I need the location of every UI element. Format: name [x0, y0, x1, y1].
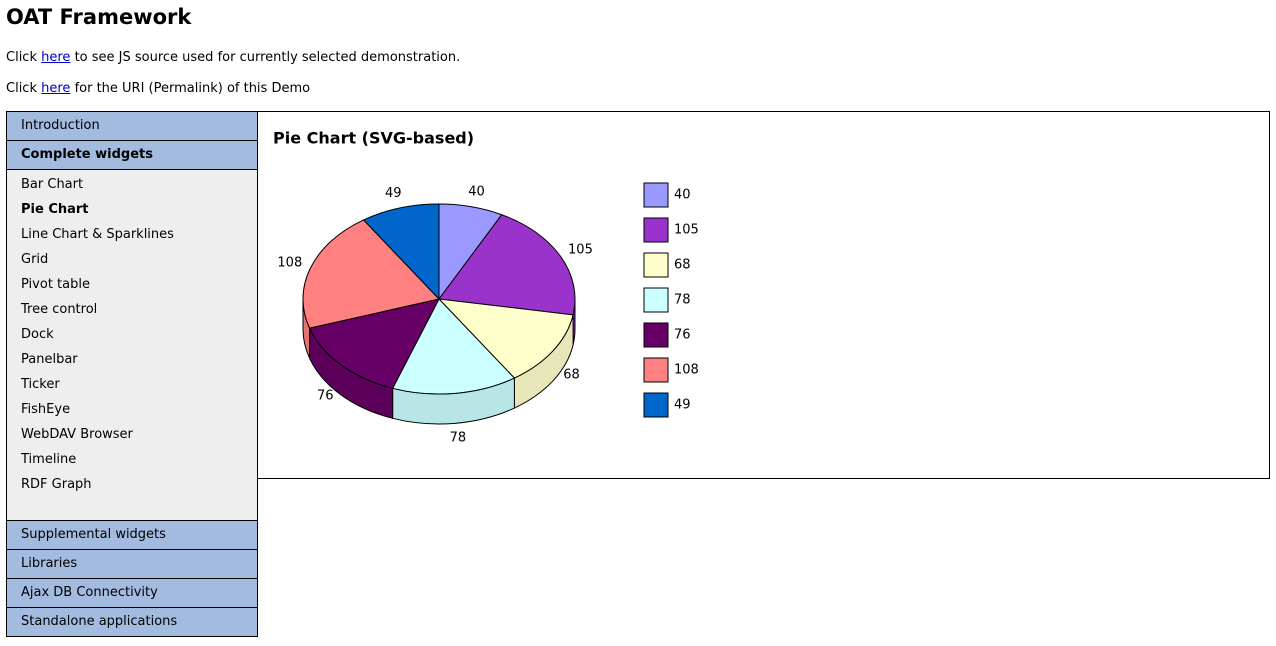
pie-slice [362, 203, 440, 301]
legend-swatch [643, 252, 669, 278]
nav-item[interactable]: Timeline [21, 452, 77, 467]
nav-section[interactable]: Ajax DB Connectivity [7, 579, 257, 608]
nav-item[interactable]: Dock [21, 327, 54, 342]
data-label: 49 [385, 186, 402, 201]
nav-item[interactable]: Panelbar [21, 352, 78, 367]
info-line: Click here for the URI (Permalink) of th… [6, 81, 310, 96]
data-label: 68 [563, 368, 580, 383]
nav-items: Bar Chart Pie Chart Line Chart & Sparkline… [7, 170, 257, 521]
legend-swatch [643, 287, 669, 313]
nav-item[interactable]: Pie Chart [21, 202, 89, 217]
nav-item[interactable]: Tree control [21, 302, 98, 317]
nav-item[interactable]: RDF Graph [21, 477, 92, 492]
legend-swatch [643, 217, 669, 243]
nav-item[interactable]: Ticker [21, 377, 60, 392]
data-label: 78 [450, 430, 467, 445]
legend-label: 105 [674, 223, 699, 238]
legend-label: 78 [674, 293, 691, 308]
info-line: Click here to see JS source used for cur… [6, 50, 460, 65]
pie-slice [391, 298, 516, 395]
chart: Pie Chart (SVG-based) 40 40 105 105 68 68 78 78… [273, 129, 699, 446]
legend-label: 40 [674, 188, 691, 203]
legend-swatch [643, 322, 669, 348]
page-title: OAT Framework [6, 5, 192, 29]
nav-item[interactable]: Bar Chart [21, 177, 84, 192]
nav-item[interactable]: Grid [21, 252, 49, 267]
nav-section[interactable]: Standalone applications [7, 608, 257, 637]
legend-label: 68 [674, 258, 691, 273]
legend-label: 108 [674, 363, 699, 378]
content-panel: Pie Chart (SVG-based) 40 40 105 105 68 68 78 78… [257, 111, 1270, 479]
chart-title: Pie Chart (SVG-based) [273, 129, 474, 148]
nav-item[interactable]: Line Chart & Sparklines [21, 227, 174, 242]
nav-item[interactable]: Pivot table [21, 277, 90, 292]
legend-swatch [643, 357, 669, 383]
permalink-link[interactable]: here [41, 81, 71, 96]
nav-section[interactable]: Complete widgets [7, 141, 257, 170]
nav-section[interactable]: Introduction [7, 112, 257, 141]
source-link[interactable]: here [41, 50, 71, 65]
text: for the URI (Permalink) of this Demo [74, 81, 311, 96]
nav-section[interactable]: Supplemental widgets [7, 521, 257, 550]
data-label: 108 [277, 255, 302, 270]
navigation: Introduction Complete widgets Bar Chart Pie… [6, 111, 258, 637]
legend-swatch [643, 392, 669, 418]
data-label: 76 [317, 389, 334, 404]
legend-label: 76 [674, 328, 691, 343]
text: Click [6, 81, 37, 96]
data-label: 40 [468, 185, 485, 200]
legend-label: 49 [674, 398, 691, 413]
text: Click [6, 50, 37, 65]
pie-slice [302, 219, 440, 329]
pie-slice [438, 214, 576, 316]
nav-item[interactable]: WebDAV Browser [21, 427, 133, 442]
nav-section[interactable]: Libraries [7, 550, 257, 579]
legend-swatch [643, 182, 669, 208]
data-label: 105 [568, 243, 593, 258]
pie-slice [437, 298, 574, 379]
nav-item[interactable]: FishEye [21, 402, 71, 417]
text: to see JS source used for currently sele… [74, 50, 461, 65]
